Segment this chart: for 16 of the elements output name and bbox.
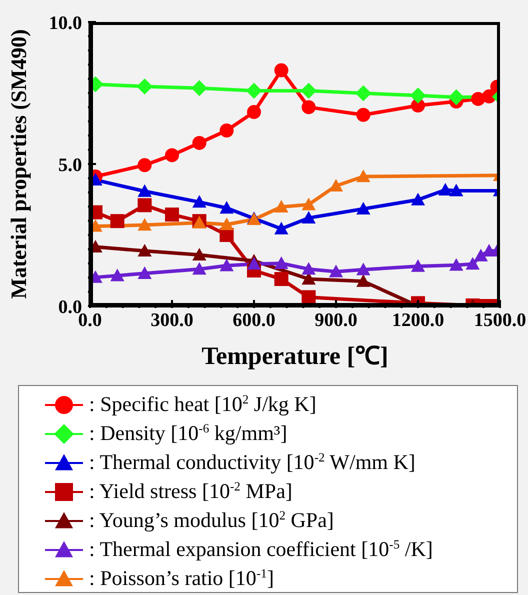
x-axis-title: Temperature [℃] bbox=[202, 343, 388, 370]
legend-label: : Thermal expansion coefficient [10$^{-5}$ /K] bbox=[89, 537, 433, 562]
x-tick-label: 300.0 bbox=[150, 310, 194, 331]
x-tick-label: 600.0 bbox=[232, 310, 276, 331]
legend-label: : Poisson’s ratio [10$^{-1}$] bbox=[89, 566, 274, 591]
x-tick-label: 1500.0 bbox=[474, 310, 526, 331]
legend-label: : Specific heat [10$^{2}$ J/kg K] bbox=[89, 392, 316, 417]
x-tick-label: 1200.0 bbox=[392, 310, 444, 331]
legend-label: : Density [10$^{-6}$ kg/mm³] bbox=[89, 421, 288, 446]
y-tick-label: 10.0 bbox=[48, 13, 82, 34]
y-tick-label: 5.0 bbox=[58, 155, 82, 176]
legend-label: : Thermal conductivity [10$^{-2}$ W/mm K] bbox=[89, 450, 416, 475]
legend-label: : Yield stress [10$^{-2}$ MPa] bbox=[89, 479, 292, 504]
x-tick-label: 900.0 bbox=[314, 310, 358, 331]
legend-label: : Young’s modulus [10$^{2}$ GPa] bbox=[89, 508, 334, 533]
y-axis-title: Material properties (SM490) bbox=[6, 29, 31, 299]
